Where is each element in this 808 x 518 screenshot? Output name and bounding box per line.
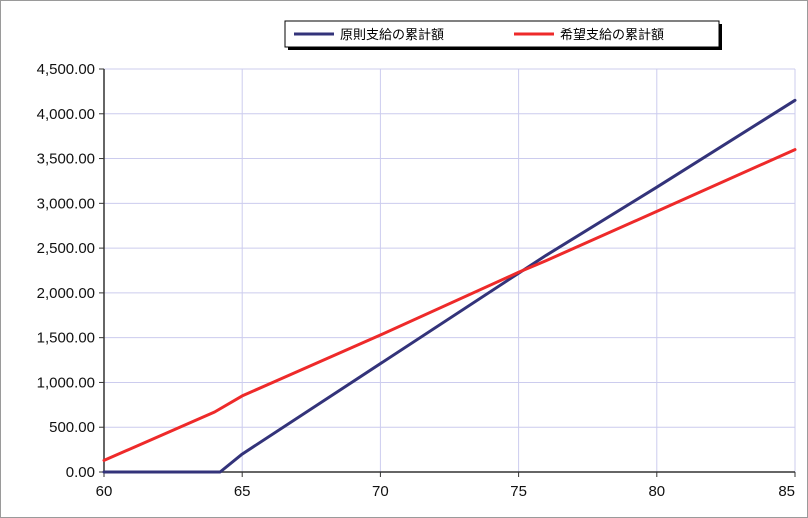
x-tick-label: 80 (648, 483, 665, 500)
y-axis-ticks: 0.00 500.00 1,000.00 1,500.00 2,000.00 2,500.… (37, 61, 104, 481)
series-line-2 (102, 148, 797, 462)
legend: 原則支給の累計額 希望支給の累計額 (284, 20, 722, 50)
y-tick-label: 1,000.00 (37, 374, 95, 391)
legend-label-1: 原則支給の累計額 (340, 27, 444, 43)
y-tick-label: 4,500.00 (37, 61, 95, 78)
x-tick-label: 85 (778, 483, 795, 500)
legend-label-2: 希望支給の累計額 (560, 27, 664, 43)
y-tick-label: 0.00 (66, 464, 95, 481)
series-lines (102, 98, 797, 474)
x-tick-label: 70 (372, 483, 389, 500)
legend-box (284, 20, 720, 48)
y-tick-label: 4,000.00 (37, 106, 95, 123)
x-tick-label: 65 (234, 483, 251, 500)
y-tick-label: 2,000.00 (37, 285, 95, 302)
y-tick-label: 2,500.00 (37, 240, 95, 257)
y-tick-label: 1,500.00 (37, 330, 95, 347)
x-axis-ticks: 60 65 70 75 80 85 (96, 472, 796, 500)
gridlines (104, 68, 796, 472)
y-tick-label: 3,500.00 (37, 151, 95, 168)
plot-area (104, 69, 795, 472)
x-tick-label: 75 (510, 483, 527, 500)
y-tick-label: 3,000.00 (37, 195, 95, 212)
y-tick-label: 500.00 (49, 419, 95, 436)
x-tick-label: 60 (96, 483, 113, 500)
